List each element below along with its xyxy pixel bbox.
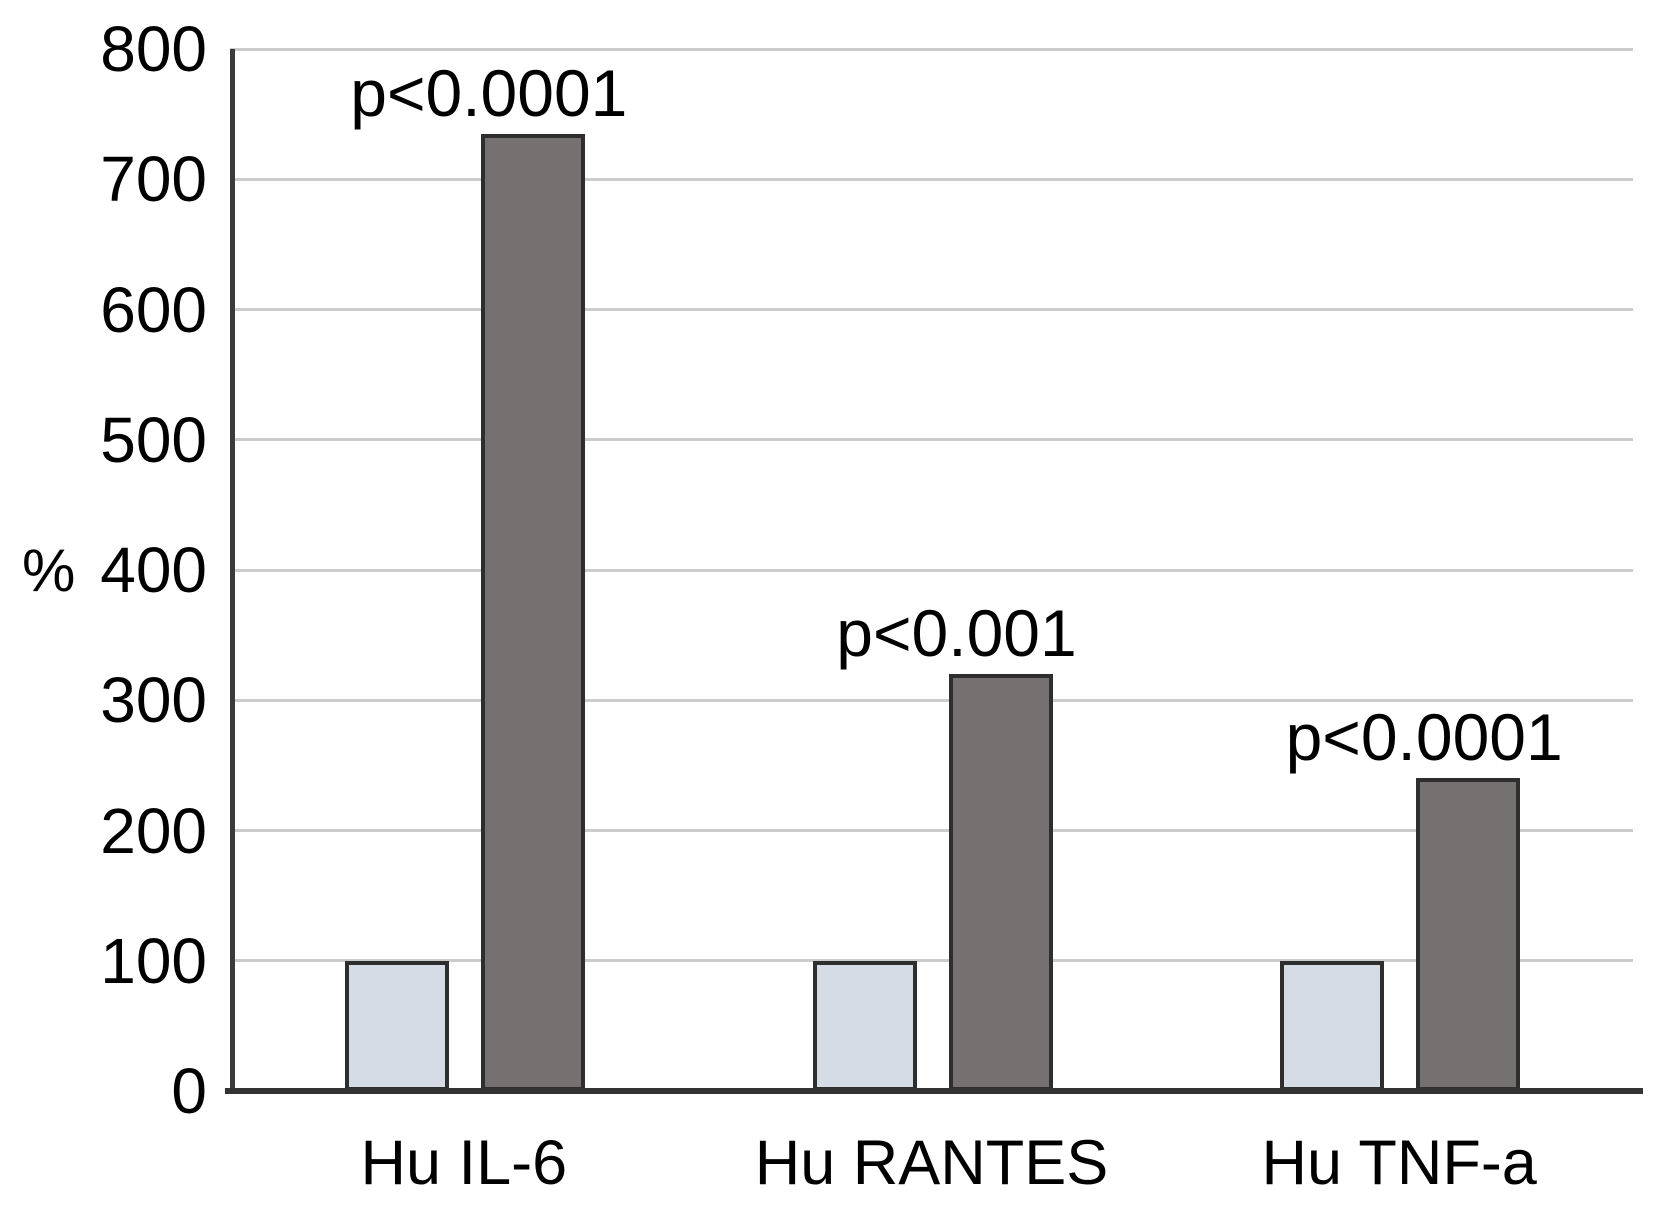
y-tick-label-100: 100 <box>100 924 207 997</box>
gridline-200 <box>230 829 1633 832</box>
y-axis-line <box>230 49 235 1094</box>
gridline-500 <box>230 438 1633 442</box>
p-value-annotation-3: p<0.0001 <box>1285 700 1563 775</box>
x-category-label-2: Hu RANTES <box>754 1128 1109 1198</box>
x-category-label-1: Hu IL-6 <box>360 1128 568 1198</box>
bar-light-1 <box>344 961 449 1091</box>
bar-dark-1 <box>480 134 585 1091</box>
y-tick-label-300: 300 <box>100 664 207 737</box>
bar-light-2 <box>812 961 917 1091</box>
gridline-100 <box>230 959 1633 963</box>
p-value-annotation-1: p<0.0001 <box>350 56 628 131</box>
x-axis-baseline <box>225 1088 1643 1094</box>
y-tick-label-0: 0 <box>171 1055 207 1127</box>
y-tick-label-200: 200 <box>100 794 207 867</box>
bar-light-3 <box>1280 961 1385 1091</box>
gridline-800 <box>230 47 1633 51</box>
bar-dark-2 <box>948 674 1053 1091</box>
gridline-400 <box>230 568 1633 572</box>
y-tick-label-500: 500 <box>100 403 207 476</box>
gridline-300 <box>230 698 1633 702</box>
y-tick-label-800: 800 <box>100 13 207 85</box>
y-axis-label: % <box>22 537 76 604</box>
gridline-600 <box>230 308 1633 311</box>
bar-dark-3 <box>1416 778 1521 1091</box>
y-tick-label-400: 400 <box>100 534 207 606</box>
y-tick-label-700: 700 <box>100 143 207 216</box>
gridline-700 <box>230 177 1633 181</box>
plot-area: p<0.0001 p<0.001 p<0.0001 <box>225 47 1643 1094</box>
x-category-label-3: Hu TNF-a <box>1261 1128 1537 1198</box>
y-tick-label-600: 600 <box>100 273 207 346</box>
p-value-annotation-2: p<0.001 <box>836 596 1077 671</box>
